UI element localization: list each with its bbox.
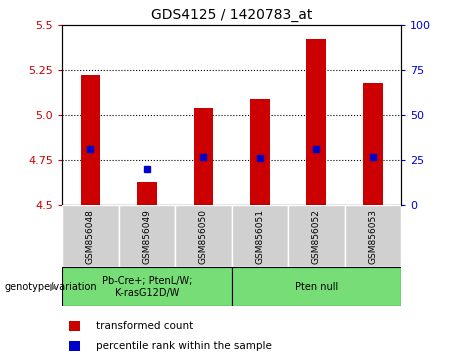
Bar	[81, 75, 100, 205]
Text: Pten null: Pten null	[295, 282, 338, 292]
Text: GSM856051: GSM856051	[255, 209, 265, 264]
Bar	[118, 205, 175, 267]
Text: GSM856048: GSM856048	[86, 209, 95, 264]
Bar	[175, 205, 231, 267]
Bar	[231, 267, 401, 306]
Text: GSM856049: GSM856049	[142, 209, 152, 264]
Text: GSM856053: GSM856053	[368, 209, 378, 264]
Text: GSM856052: GSM856052	[312, 209, 321, 264]
Bar	[62, 205, 118, 267]
Bar	[344, 205, 401, 267]
Bar	[62, 267, 231, 306]
Text: Pb-Cre+; PtenL/W;
K-rasG12D/W: Pb-Cre+; PtenL/W; K-rasG12D/W	[102, 276, 192, 298]
Bar	[69, 321, 80, 331]
Text: percentile rank within the sample: percentile rank within the sample	[96, 341, 272, 351]
Bar	[194, 108, 213, 205]
Bar	[250, 99, 270, 205]
Text: GSM856050: GSM856050	[199, 209, 208, 264]
Text: transformed count: transformed count	[96, 321, 193, 331]
Title: GDS4125 / 1420783_at: GDS4125 / 1420783_at	[151, 8, 313, 22]
Bar	[231, 205, 288, 267]
Text: genotype/variation: genotype/variation	[5, 282, 97, 292]
Bar	[137, 182, 157, 205]
Bar	[69, 341, 80, 351]
Bar	[307, 39, 326, 205]
Bar	[363, 82, 383, 205]
Text: ▶: ▶	[50, 282, 58, 292]
Bar	[288, 205, 344, 267]
